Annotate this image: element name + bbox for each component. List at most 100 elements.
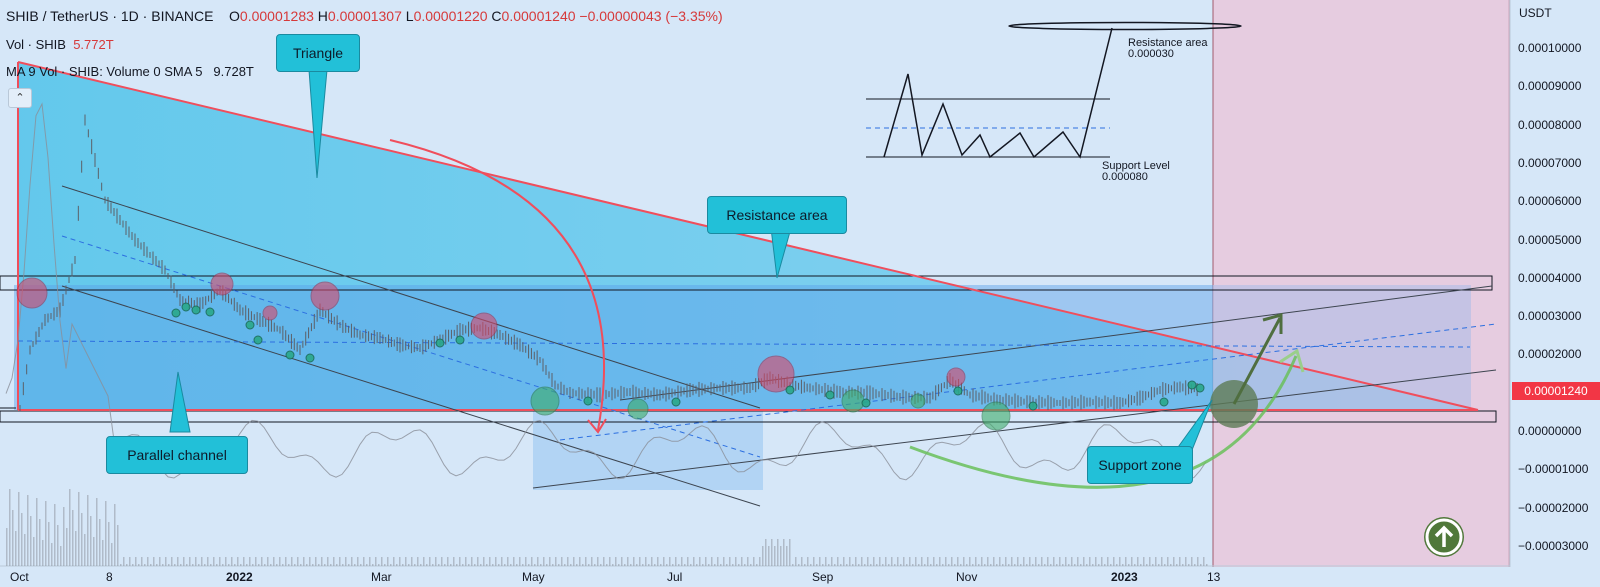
volume-bar [585, 557, 587, 566]
volume-bar [675, 557, 677, 566]
volume-value: 5.772T [73, 37, 114, 52]
touch-point [1159, 397, 1169, 407]
volume-bar [444, 564, 446, 566]
volume-bar [693, 557, 695, 566]
volume-bar [309, 557, 311, 566]
volume-bar [495, 557, 497, 566]
volume-bar [204, 564, 206, 566]
volume-bar [171, 557, 173, 566]
low-value: 0.00001220 [413, 8, 488, 24]
triangle-callout[interactable]: Triangle [276, 34, 360, 72]
volume-bar [24, 534, 26, 566]
touch-point [253, 335, 263, 345]
volume-bar [285, 557, 287, 566]
volume-bar [42, 540, 44, 566]
volume-bar [1041, 557, 1043, 566]
volume-bar [138, 564, 140, 566]
volume-bar [828, 564, 830, 566]
volume-bar [417, 557, 419, 566]
channel-upper-line [61, 185, 761, 409]
volume-bar [102, 540, 104, 566]
volume-bar [30, 516, 32, 566]
volume-bar [399, 557, 401, 566]
volume-bar [786, 546, 788, 566]
parallel-channel-callout[interactable]: Parallel channel [106, 436, 248, 474]
volume-bar [222, 564, 224, 566]
volume-bar [318, 564, 320, 566]
time-axis-label: 8 [106, 570, 113, 584]
volume-bar [774, 546, 776, 566]
volume-bar [657, 557, 659, 566]
volume-bar [342, 564, 344, 566]
volume-bar [201, 557, 203, 566]
volume-bar [723, 557, 725, 566]
volume-bar [84, 534, 86, 566]
volume-bar [393, 557, 395, 566]
volume-bar [1032, 564, 1034, 566]
volume-bar [762, 546, 764, 566]
volume-bar [165, 557, 167, 566]
volume-bar [546, 564, 548, 566]
volume-bar [981, 557, 983, 566]
touch-point [205, 307, 215, 317]
volume-bar [771, 539, 773, 566]
mini-support-label: Support Level 0.000080 [1102, 161, 1170, 183]
volume-bar [603, 557, 605, 566]
volume-bar [336, 564, 338, 566]
volume-bar [888, 564, 890, 566]
time-axis-label: Sep [812, 570, 834, 584]
volume-bar [840, 564, 842, 566]
volume-bar [627, 557, 629, 566]
volume-bar [825, 557, 827, 566]
volume-bar [894, 564, 896, 566]
volume-bar [1083, 557, 1085, 566]
volume-bar [354, 564, 356, 566]
collapse-legend-button[interactable]: ⌃ [8, 88, 32, 108]
volume-bar [1158, 564, 1160, 566]
time-axis-label: Jul [667, 570, 683, 584]
volume-bar [924, 564, 926, 566]
volume-bar [612, 564, 614, 566]
volume-bar [561, 557, 563, 566]
volume-bar [300, 564, 302, 566]
channel-callout-pointer [169, 371, 191, 433]
high-value: 0.00001307 [327, 8, 402, 24]
volume-bar [1107, 557, 1109, 566]
ma-legend[interactable]: MA 9 Vol · SHIB: Volume 0 SMA 5 9.728T [6, 64, 254, 79]
volume-bar [351, 557, 353, 566]
volume-bar [1119, 557, 1121, 566]
support-zone-callout[interactable]: Support zone [1087, 446, 1193, 484]
resistance-area-callout[interactable]: Resistance area [707, 196, 847, 234]
volume-legend[interactable]: Vol · SHIB 5.772T [6, 37, 114, 52]
volume-bar [39, 519, 41, 566]
volume-bar [735, 557, 737, 566]
resistance-touch-circle [262, 305, 278, 321]
price-axis-label: 0.00004000 [1518, 270, 1582, 285]
touch-point [455, 335, 465, 345]
volume-bar [1020, 564, 1022, 566]
volume-bar [81, 513, 83, 566]
volume-bar [234, 564, 236, 566]
volume-bar [252, 564, 254, 566]
volume-bar [879, 557, 881, 566]
volume-bar [471, 557, 473, 566]
resistance-touch-circle [946, 367, 966, 387]
volume-bar [1002, 564, 1004, 566]
volume-bar [48, 522, 50, 566]
volume-bar [306, 564, 308, 566]
volume-bar [156, 564, 158, 566]
volume-bar [1089, 557, 1091, 566]
volume-bar [1110, 564, 1112, 566]
scroll-to-realtime-button[interactable] [1424, 517, 1464, 557]
volume-bar [462, 564, 464, 566]
volume-bar [18, 492, 20, 566]
symbol-legend[interactable]: SHIB / TetherUS · 1D · BINANCE O0.000012… [6, 8, 723, 24]
volume-bar [330, 564, 332, 566]
volume-bar [1149, 557, 1151, 566]
volume-bar [405, 557, 407, 566]
open-value: 0.00001283 [239, 8, 314, 24]
volume-bar [27, 495, 29, 566]
volume-bar [945, 557, 947, 566]
volume-bar [573, 557, 575, 566]
